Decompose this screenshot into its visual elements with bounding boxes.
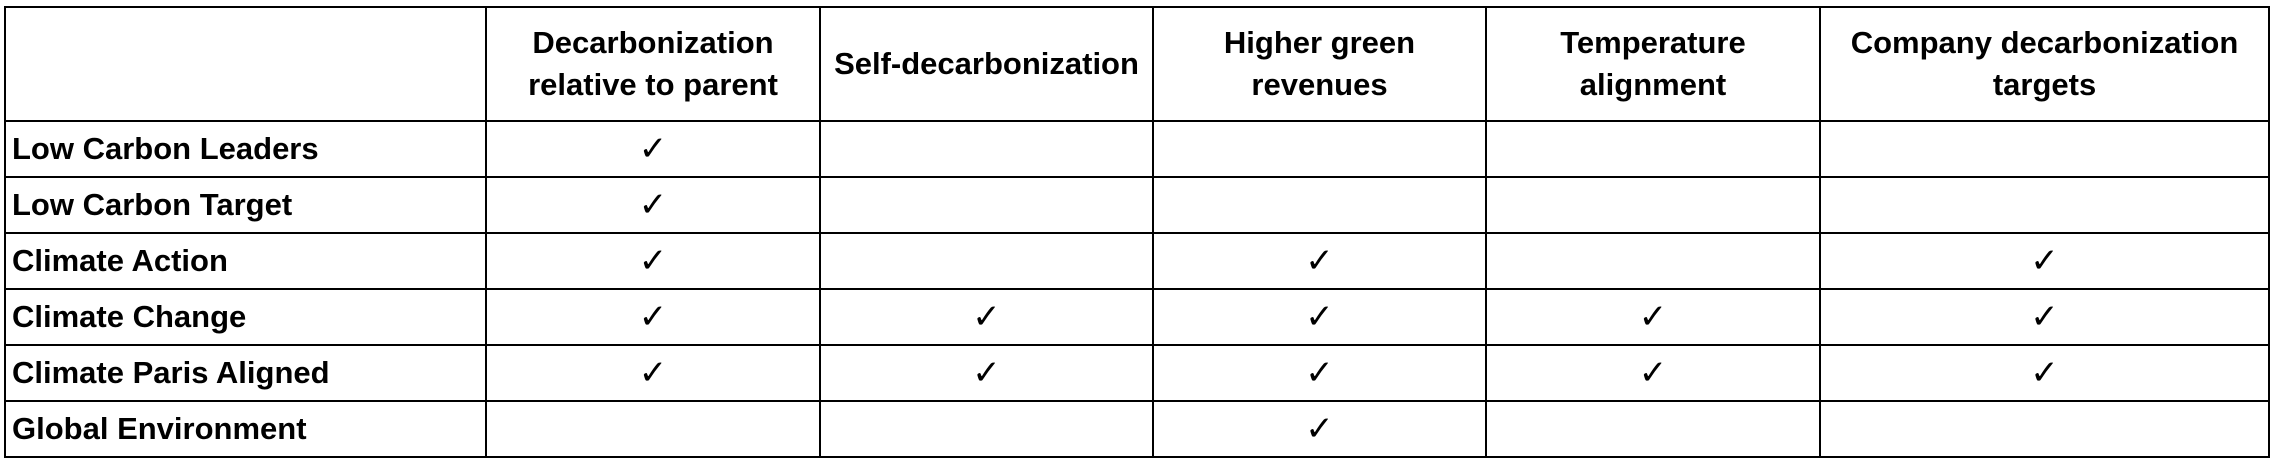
column-header: Temperature alignment — [1485, 6, 1821, 122]
empty-cell — [1485, 400, 1821, 458]
empty-cell — [819, 232, 1154, 290]
table-row: Low Carbon Leaders ✓ — [4, 120, 2270, 178]
table-row: Climate Action ✓ ✓ ✓ — [4, 232, 2270, 290]
empty-cell — [1819, 176, 2270, 234]
table-row: Low Carbon Target ✓ — [4, 176, 2270, 234]
row-label: Climate Action — [4, 232, 487, 290]
column-header: Company decarbonization targets — [1819, 6, 2270, 122]
check-cell: ✓ — [1819, 232, 2270, 290]
check-cell: ✓ — [1152, 288, 1487, 346]
check-cell: ✓ — [485, 288, 821, 346]
check-cell: ✓ — [1819, 288, 2270, 346]
column-header: Decarbonization relative to parent — [485, 6, 821, 122]
empty-cell — [1152, 176, 1487, 234]
empty-cell — [1485, 120, 1821, 178]
row-label: Climate Change — [4, 288, 487, 346]
table-body: Low Carbon Leaders ✓ Low Carbon Target ✓ Cli… — [4, 120, 2270, 458]
empty-cell — [1152, 120, 1487, 178]
row-label: Global Environment — [4, 400, 487, 458]
empty-cell — [1819, 120, 2270, 178]
check-cell: ✓ — [485, 344, 821, 402]
column-header: Self-decarbonization — [819, 6, 1154, 122]
empty-cell — [485, 400, 821, 458]
empty-cell — [1485, 176, 1821, 234]
empty-cell — [819, 176, 1154, 234]
column-header: Higher green revenues — [1152, 6, 1487, 122]
features-table: Decarbonization relative to parent Self-d… — [4, 6, 2270, 458]
corner-cell — [4, 6, 487, 122]
check-cell: ✓ — [485, 176, 821, 234]
empty-cell — [819, 120, 1154, 178]
table-row: Global Environment ✓ — [4, 400, 2270, 458]
check-cell: ✓ — [1152, 232, 1487, 290]
check-cell: ✓ — [819, 344, 1154, 402]
empty-cell — [819, 400, 1154, 458]
check-cell: ✓ — [1152, 400, 1487, 458]
empty-cell — [1819, 400, 2270, 458]
check-cell: ✓ — [485, 120, 821, 178]
check-cell: ✓ — [1485, 288, 1821, 346]
row-label: Climate Paris Aligned — [4, 344, 487, 402]
row-label: Low Carbon Leaders — [4, 120, 487, 178]
row-label: Low Carbon Target — [4, 176, 487, 234]
table-row: Climate Paris Aligned ✓ ✓ ✓ ✓ ✓ — [4, 344, 2270, 402]
check-cell: ✓ — [1819, 344, 2270, 402]
check-cell: ✓ — [485, 232, 821, 290]
check-cell: ✓ — [1485, 344, 1821, 402]
table-row: Climate Change ✓ ✓ ✓ ✓ ✓ — [4, 288, 2270, 346]
check-cell: ✓ — [1152, 344, 1487, 402]
header-row: Decarbonization relative to parent Self-d… — [4, 6, 2270, 122]
empty-cell — [1485, 232, 1821, 290]
check-cell: ✓ — [819, 288, 1154, 346]
